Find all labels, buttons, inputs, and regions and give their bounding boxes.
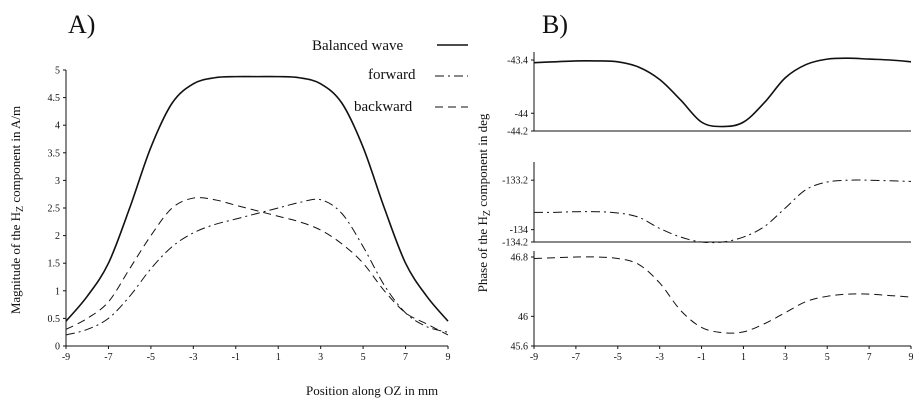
panel-b-forward-ytick-label: -134.2 [502,238,528,249]
panel-a-series-dashed [65,197,449,336]
panel-a-series-solid [65,75,449,322]
panel-b-backward-ytick-label: 45.6 [511,342,529,353]
panel-a-series-dashdot [65,198,449,336]
panel-b-ylabel-pre: Phase of the H [475,216,490,292]
panel-b-backward-xtick-label: 7 [867,352,872,363]
panel-a-ytick-label: 1.5 [48,259,61,270]
panel-a-plot: 0 0.5 1 1.5 2 2.5 3 3.5 4 4.5 5 -9 -7 -5 -3 -1 1 3 5 7 9 [48,66,451,364]
panel-b-balanced-ytick-label: -44.2 [507,127,528,138]
panel-a-ytick-label: 4.5 [48,93,61,104]
panel-b-balanced-series-solid [533,57,912,128]
legend-label-forward: forward [368,67,416,83]
panel-a-ytick-label: 3 [55,176,60,187]
panel-b-backward-xtick-label: 9 [909,352,913,363]
panel-a-ylabel-post: component in A/m [8,106,23,206]
panel-a-xtick-label: -1 [232,352,240,363]
panel-a-ytick-label: 1 [55,286,60,297]
panel-b-backward-xtick-label: -9 [530,352,538,363]
panel-a-ylabel-sub: Z [15,206,26,212]
panel-b-backward-xtick-label: -1 [697,352,705,363]
panel-b-forward-ytick-label: -134 [510,225,528,236]
panel-a-xtick-label: 3 [318,352,323,363]
panel-b-backward-xtick-label: 1 [741,352,746,363]
panel-b-backward-xtick-label: -3 [655,352,663,363]
panel-a-ylabel: Magnitude of the HZ component in A/m [8,106,26,314]
panel-a-xlabel: Position along OZ in mm [306,383,438,398]
panel-b-ylabel-sub: Z [482,210,493,216]
panel-label-a: A) [68,10,95,39]
panel-label-b: B) [542,10,568,39]
panel-b-backward-series-dashed [533,256,912,334]
panel-a-xtick-label: -5 [147,352,155,363]
panel-b-backward-xtick-label: 3 [783,352,788,363]
panel-a-xtick-label: 5 [361,352,366,363]
panel-a-ylabel-pre: Magnitude of the H [8,212,23,314]
panel-a-ytick-label: 0.5 [48,314,61,325]
panel-b-ylabel-post: component in deg [475,113,490,210]
panel-a-ytick-label: 4 [55,121,60,132]
panel-b-backward-xtick-label: -7 [572,352,580,363]
legend-label-backward: backward [354,99,413,115]
panel-b-forward-plot: -133.2 -134 -134.2 [502,162,912,249]
panel-a-xtick-label: -3 [189,352,197,363]
panel-a-ytick-label: 5 [55,66,60,77]
panel-b-balanced-ytick-label: -43.4 [507,56,528,67]
panel-b-ylabel: Phase of the HZ component in deg [475,113,493,292]
panel-b-backward-xtick-label: 5 [825,352,830,363]
panel-b-backward-plot: 46.8 46 45.6-9 -7 -5 -3 -1 1 3 5 7 9 [511,251,913,363]
panel-a-ytick-label: 2 [55,231,60,242]
panel-b-backward-ytick-label: 46 [518,312,528,323]
panel-a-ytick-label: 3.5 [48,148,61,159]
panel-a-xtick-label: -7 [104,352,112,363]
panel-a-ytick-label: 0 [55,342,60,353]
legend-label-balanced: Balanced wave [312,38,404,54]
panel-b-forward-ytick-label: -133.2 [502,176,528,187]
panel-b-balanced-plot: -43.4 -44 -44.2 [507,52,912,138]
panel-a-xtick-label: 7 [403,352,408,363]
legend: Balanced wave forward backward [312,38,468,115]
panel-b-backward-xtick-label: -5 [614,352,622,363]
panel-a-xtick-label: -9 [62,352,70,363]
panel-b-forward-series-dashdot [533,179,912,244]
panel-b-balanced-ytick-label: -44 [515,109,528,120]
panel-a-ytick-label: 2.5 [48,204,61,215]
panel-b-backward-ytick-label: 46.8 [511,253,529,264]
panel-a-xtick-label: 9 [446,352,451,363]
panel-a-xtick-label: 1 [276,352,281,363]
